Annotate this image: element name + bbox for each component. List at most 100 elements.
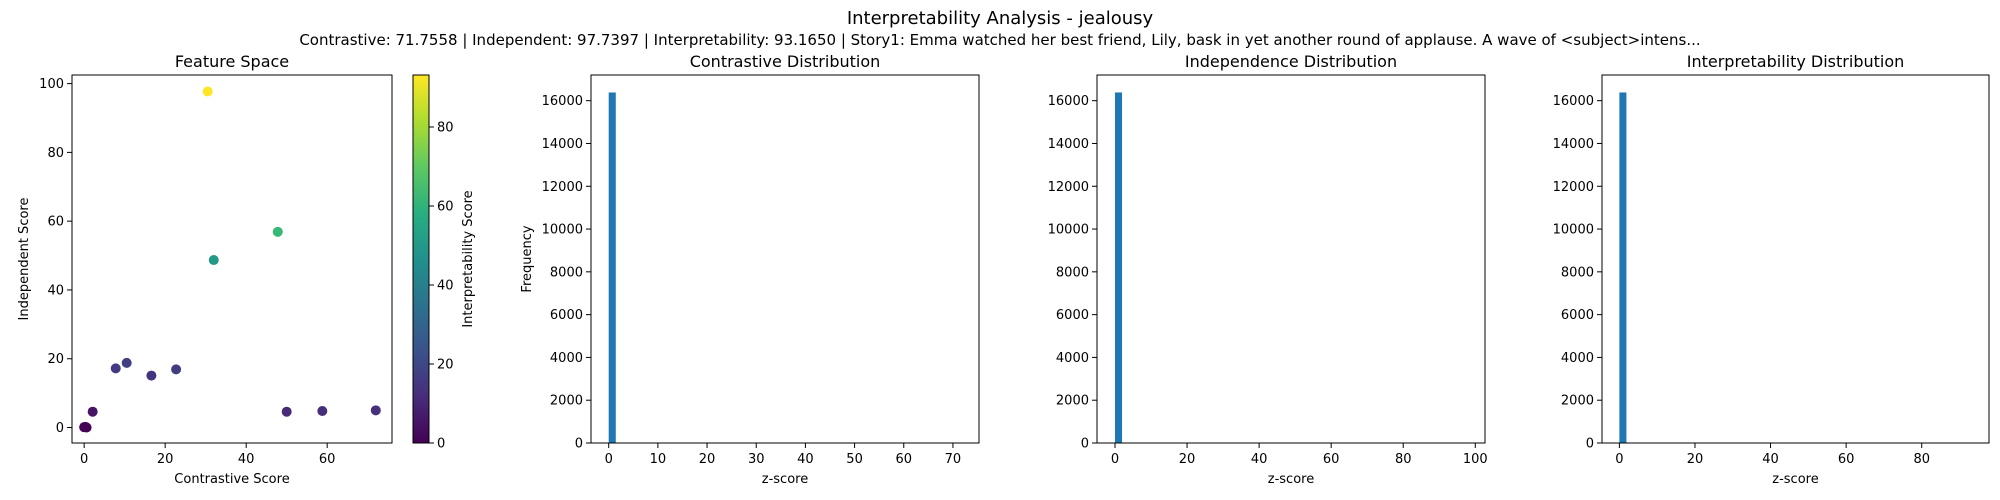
y-tick-label: 14000 [542, 137, 583, 152]
colorbar-label: Interpretability Score [461, 190, 476, 327]
x-tick-label: 60 [1838, 452, 1855, 467]
interpretability-colorbar: 0 20 40 60 80 Interpretability Score [412, 74, 476, 452]
y-tick-label: 40 [47, 283, 64, 298]
x-tick-label: 30 [748, 452, 765, 467]
y-tick-label: 16000 [542, 94, 583, 109]
contrastive-dist-x-label: z-score [762, 472, 808, 487]
x-tick-label: 20 [157, 452, 174, 467]
histogram-bar [1619, 92, 1627, 443]
figure-subtitle: Contrastive: 71.7558 | Independent: 97.7… [299, 31, 1700, 49]
scatter-point [171, 364, 182, 375]
y-tick-label: 6000 [1056, 308, 1089, 323]
scatter-point [110, 363, 121, 374]
contrastive-dist-axes-frame [590, 74, 980, 444]
y-tick-label: 6000 [550, 308, 583, 323]
scatter-point [370, 405, 381, 416]
contrastive-dist-title: Contrastive Distribution [690, 52, 881, 71]
y-tick-label: 20 [47, 352, 64, 367]
scatter-point [87, 406, 98, 417]
colorbar-tick-label: 20 [437, 358, 454, 373]
independence-dist-title: Independence Distribution [1185, 52, 1397, 71]
feature-space-axes-frame [71, 74, 393, 444]
x-tick-label: 20 [1687, 452, 1704, 467]
colorbar-tick-label: 60 [437, 200, 454, 215]
x-tick-label: 10 [650, 452, 667, 467]
y-tick-label: 14000 [1048, 137, 1089, 152]
colorbar-tick-label: 40 [437, 279, 454, 294]
y-tick-label: 8000 [1056, 265, 1089, 280]
x-tick-label: 0 [605, 452, 613, 467]
y-tick-label: 10000 [1048, 223, 1089, 238]
x-tick-label: 40 [238, 452, 255, 467]
x-tick-label: 0 [1615, 452, 1623, 467]
x-tick-label: 40 [1251, 452, 1268, 467]
x-tick-label: 60 [319, 452, 336, 467]
y-tick-label: 16000 [1048, 94, 1089, 109]
scatter-point [317, 406, 328, 417]
y-tick-label: 4000 [550, 351, 583, 366]
y-tick-label: 8000 [1561, 265, 1594, 280]
scatter-point [146, 370, 157, 381]
y-tick-label: 2000 [550, 394, 583, 409]
scatter-point [121, 357, 132, 368]
colorbar-frame [412, 74, 430, 444]
x-tick-label: 0 [80, 452, 88, 467]
x-tick-label: 60 [895, 452, 912, 467]
y-tick-label: 10000 [1553, 223, 1594, 238]
scatter-point [281, 406, 292, 417]
x-tick-label: 100 [1463, 452, 1488, 467]
scatter-point [81, 422, 92, 433]
feature-space-panel: 0 20 40 60 0 20 40 60 80 100 Feature Space Contrast… [17, 52, 393, 487]
interpretability-distribution-panel: 0 20 40 60 80 0 2000 4000 6000 8000 10000 12000 1400… [1553, 52, 1990, 487]
y-tick-label: 0 [575, 437, 583, 452]
y-tick-label: 60 [47, 215, 64, 230]
y-tick-label: 12000 [1553, 180, 1594, 195]
y-tick-label: 12000 [542, 180, 583, 195]
independence-distribution-panel: 0 20 40 60 80 100 0 2000 4000 6000 8000 10000 12000 1… [1048, 52, 1488, 487]
contrastive-distribution-panel: 0 10 20 30 40 50 60 70 0 2000 4000 6000 8000 10000 120… [520, 52, 980, 487]
y-tick-label: 12000 [1048, 180, 1089, 195]
interpretability-dist-title: Interpretability Distribution [1687, 52, 1905, 71]
interpretability-dist-axes-frame [1601, 74, 1990, 444]
independence-dist-axes-frame [1096, 74, 1486, 444]
y-tick-label: 6000 [1561, 308, 1594, 323]
y-tick-label: 0 [1586, 437, 1594, 452]
feature-space-title: Feature Space [175, 52, 289, 71]
x-tick-label: 50 [846, 452, 863, 467]
y-tick-label: 14000 [1553, 137, 1594, 152]
y-tick-label: 10000 [542, 223, 583, 238]
y-tick-label: 16000 [1553, 94, 1594, 109]
x-tick-label: 20 [1179, 452, 1196, 467]
scatter-point [202, 86, 213, 97]
independence-dist-x-label: z-score [1268, 472, 1314, 487]
y-tick-label: 4000 [1056, 351, 1089, 366]
feature-space-y-label: Independent Score [17, 198, 32, 321]
y-tick-label: 0 [1081, 437, 1089, 452]
feature-space-x-label: Contrastive Score [174, 472, 289, 487]
contrastive-dist-y-label: Frequency [520, 225, 535, 292]
y-tick-label: 8000 [550, 265, 583, 280]
y-tick-label: 80 [47, 146, 64, 161]
histogram-bar [1115, 92, 1123, 443]
y-tick-label: 2000 [1056, 394, 1089, 409]
colorbar-tick-label: 0 [437, 437, 445, 452]
scatter-point [272, 226, 283, 237]
x-tick-label: 20 [699, 452, 716, 467]
colorbar-tick-label: 80 [437, 121, 454, 136]
y-tick-label: 0 [56, 421, 64, 436]
x-tick-label: 40 [797, 452, 814, 467]
colorbar-gradient [413, 75, 429, 443]
y-tick-label: 100 [39, 77, 64, 92]
x-tick-label: 40 [1762, 452, 1779, 467]
scatter-point [208, 255, 219, 266]
figure-title: Interpretability Analysis - jealousy [847, 8, 1154, 29]
y-tick-label: 2000 [1561, 394, 1594, 409]
x-tick-label: 60 [1323, 452, 1340, 467]
histogram-bar [608, 92, 616, 443]
x-tick-label: 0 [1111, 452, 1119, 467]
interpretability-dist-x-label: z-score [1772, 472, 1818, 487]
x-tick-label: 80 [1395, 452, 1412, 467]
x-tick-label: 70 [945, 452, 962, 467]
y-tick-label: 4000 [1561, 351, 1594, 366]
